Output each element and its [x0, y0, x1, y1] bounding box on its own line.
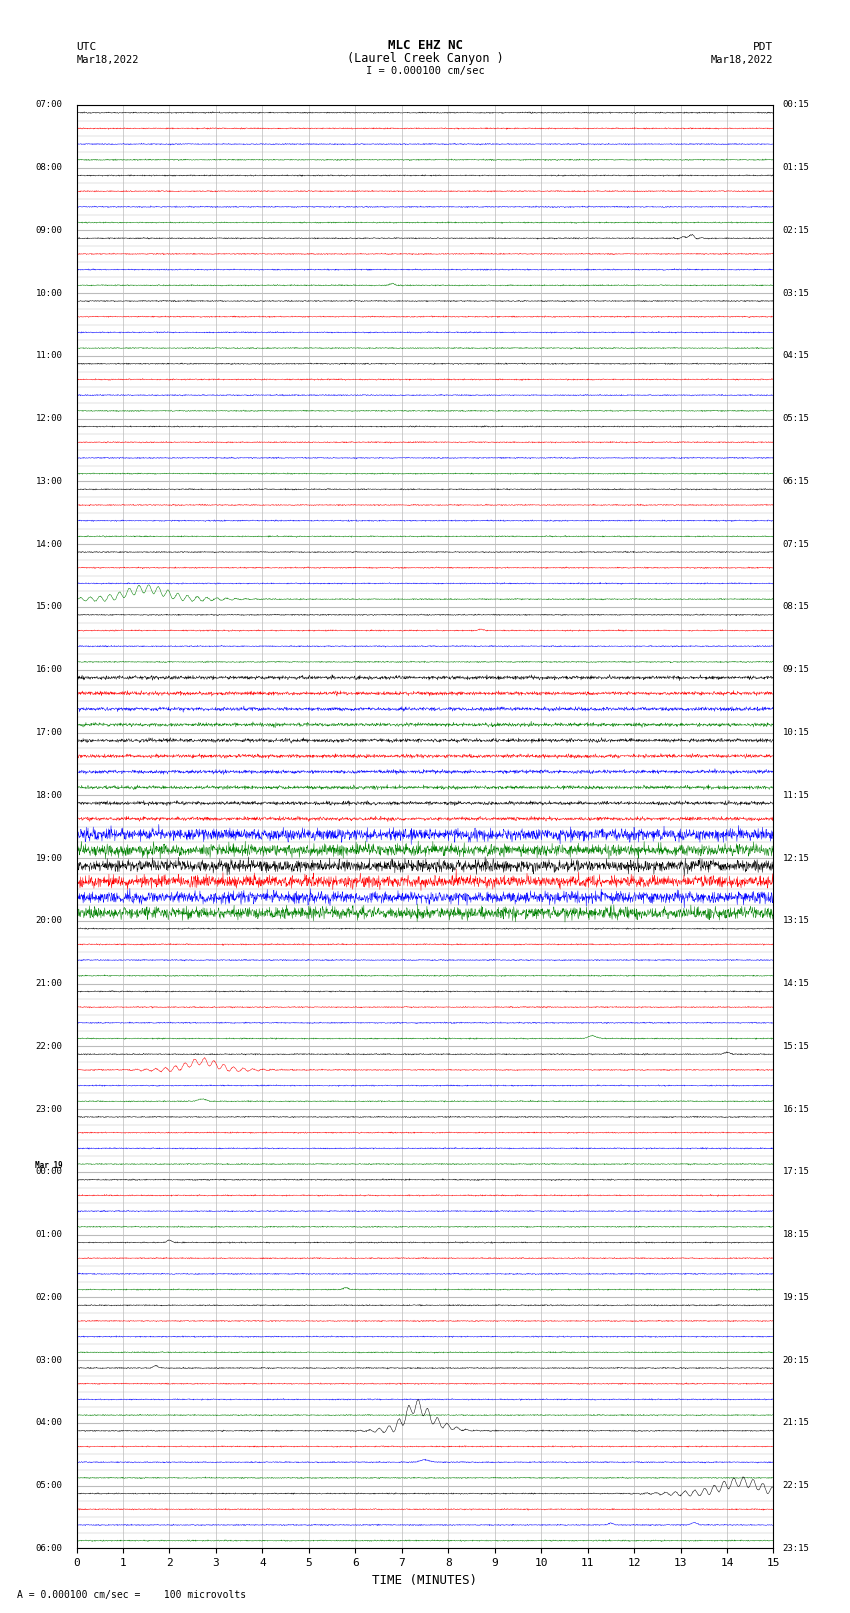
Text: 05:00: 05:00 [36, 1481, 63, 1490]
Text: 15:15: 15:15 [783, 1042, 810, 1050]
Text: 23:00: 23:00 [36, 1105, 63, 1113]
Text: 04:00: 04:00 [36, 1418, 63, 1428]
Text: 04:15: 04:15 [783, 352, 810, 360]
Text: 20:00: 20:00 [36, 916, 63, 926]
Text: 20:15: 20:15 [783, 1355, 810, 1365]
Text: A = 0.000100 cm/sec =    100 microvolts: A = 0.000100 cm/sec = 100 microvolts [17, 1590, 246, 1600]
Text: 08:15: 08:15 [783, 603, 810, 611]
Text: 19:15: 19:15 [783, 1294, 810, 1302]
Text: 18:15: 18:15 [783, 1231, 810, 1239]
Text: 14:15: 14:15 [783, 979, 810, 989]
Text: 17:15: 17:15 [783, 1168, 810, 1176]
Text: Mar18,2022: Mar18,2022 [711, 55, 774, 65]
Text: 06:00: 06:00 [36, 1544, 63, 1553]
Text: 02:00: 02:00 [36, 1294, 63, 1302]
Text: 16:00: 16:00 [36, 665, 63, 674]
Text: 00:15: 00:15 [783, 100, 810, 110]
Text: 09:00: 09:00 [36, 226, 63, 235]
Text: 23:15: 23:15 [783, 1544, 810, 1553]
Text: 09:15: 09:15 [783, 665, 810, 674]
Text: 11:00: 11:00 [36, 352, 63, 360]
Text: 18:00: 18:00 [36, 790, 63, 800]
Text: 16:15: 16:15 [783, 1105, 810, 1113]
Text: 08:00: 08:00 [36, 163, 63, 173]
Text: 07:00: 07:00 [36, 100, 63, 110]
Text: 12:15: 12:15 [783, 853, 810, 863]
Text: Mar18,2022: Mar18,2022 [76, 55, 139, 65]
Text: 13:00: 13:00 [36, 477, 63, 486]
Text: 22:15: 22:15 [783, 1481, 810, 1490]
Text: 07:15: 07:15 [783, 540, 810, 548]
Text: 01:00: 01:00 [36, 1231, 63, 1239]
Text: 03:15: 03:15 [783, 289, 810, 298]
Text: 14:00: 14:00 [36, 540, 63, 548]
Text: 01:15: 01:15 [783, 163, 810, 173]
Text: 00:00: 00:00 [36, 1168, 63, 1176]
Text: 10:15: 10:15 [783, 727, 810, 737]
Text: 15:00: 15:00 [36, 603, 63, 611]
Text: MLC EHZ NC: MLC EHZ NC [388, 39, 462, 52]
Text: 22:00: 22:00 [36, 1042, 63, 1050]
Text: 17:00: 17:00 [36, 727, 63, 737]
Text: 11:15: 11:15 [783, 790, 810, 800]
Text: 21:15: 21:15 [783, 1418, 810, 1428]
Text: 19:00: 19:00 [36, 853, 63, 863]
Text: 13:15: 13:15 [783, 916, 810, 926]
Text: Mar 19: Mar 19 [35, 1160, 63, 1169]
Text: I = 0.000100 cm/sec: I = 0.000100 cm/sec [366, 66, 484, 76]
X-axis label: TIME (MINUTES): TIME (MINUTES) [372, 1574, 478, 1587]
Text: 12:00: 12:00 [36, 415, 63, 423]
Text: 21:00: 21:00 [36, 979, 63, 989]
Text: 06:15: 06:15 [783, 477, 810, 486]
Text: (Laurel Creek Canyon ): (Laurel Creek Canyon ) [347, 52, 503, 65]
Text: 05:15: 05:15 [783, 415, 810, 423]
Text: PDT: PDT [753, 42, 774, 52]
Text: 10:00: 10:00 [36, 289, 63, 298]
Text: 03:00: 03:00 [36, 1355, 63, 1365]
Text: 02:15: 02:15 [783, 226, 810, 235]
Text: UTC: UTC [76, 42, 97, 52]
